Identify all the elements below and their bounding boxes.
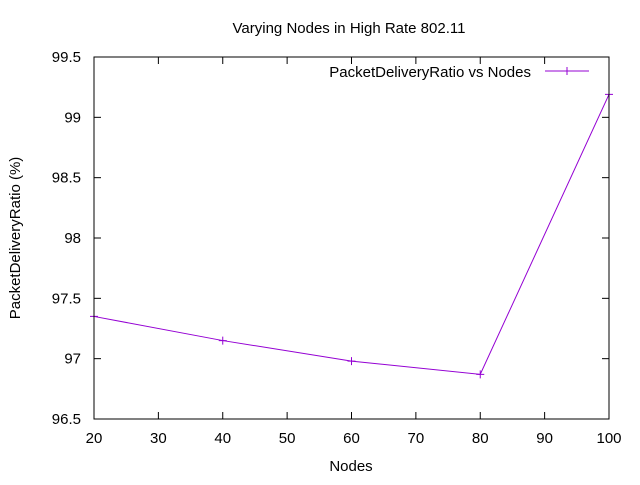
x-tick-label: 100	[596, 430, 621, 447]
x-tick-label: 70	[408, 430, 425, 447]
legend: PacketDeliveryRatio vs Nodes	[329, 64, 589, 81]
x-tick-label: 30	[150, 430, 167, 447]
legend-marker	[563, 67, 571, 75]
plot-frame	[93, 56, 610, 420]
chart-title: Varying Nodes in High Rate 802.11	[233, 20, 466, 37]
y-tick-label: 99	[64, 109, 81, 126]
y-tick-label: 98	[64, 230, 81, 247]
x-tick-label: 20	[86, 430, 103, 447]
x-tick-label: 80	[472, 430, 489, 447]
y-tick-label: 98.5	[52, 170, 81, 187]
y-tick-label: 96.5	[52, 411, 81, 428]
x-tick-label: 50	[279, 430, 296, 447]
axis-ticks: 20 30 40 50 60 70 80 90 100 96.5 97 97.5 98 98.5 99 99.…	[52, 49, 622, 447]
y-axis-label: PacketDeliveryRatio (%)	[7, 157, 24, 320]
y-tick-label: 97	[64, 351, 81, 368]
data-point-marker	[476, 370, 485, 379]
x-axis-label: Nodes	[329, 458, 372, 475]
x-tick-label: 90	[536, 430, 553, 447]
x-tick-label: 60	[343, 430, 360, 447]
data-point-marker	[218, 336, 227, 345]
y-tick-label: 99.5	[52, 49, 81, 66]
y-tick-label: 97.5	[52, 290, 81, 307]
data-point-marker	[347, 357, 356, 366]
legend-label: PacketDeliveryRatio vs Nodes	[329, 64, 531, 81]
x-tick-label: 40	[214, 430, 231, 447]
